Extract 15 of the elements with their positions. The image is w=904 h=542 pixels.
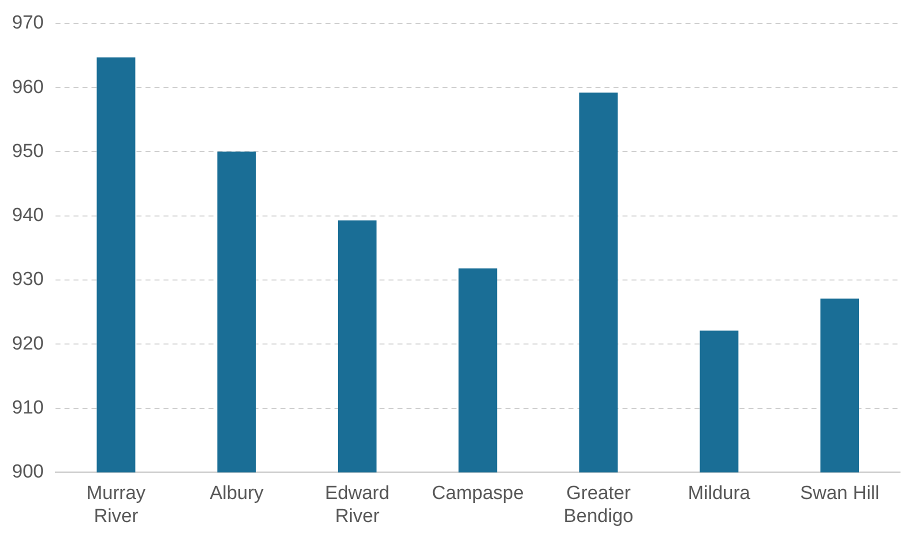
y-tick-label: 950 bbox=[12, 140, 44, 162]
x-tick-label: Albury bbox=[210, 483, 264, 504]
x-tick-label: Campaspe bbox=[432, 483, 524, 504]
y-tick-label: 930 bbox=[12, 269, 44, 290]
y-tick-label: 960 bbox=[12, 76, 44, 98]
x-tick-label: Mildura bbox=[688, 483, 751, 504]
y-tick-label: 970 bbox=[12, 12, 44, 34]
y-tick-label: 900 bbox=[12, 462, 44, 483]
x-tick-label: Murray River bbox=[86, 483, 146, 527]
y-tick-label: 940 bbox=[12, 205, 44, 226]
x-tick-label: Greater Bendigo bbox=[564, 483, 634, 527]
x-tick-label: Edward River bbox=[325, 483, 390, 527]
y-tick-label: 910 bbox=[12, 397, 44, 418]
x-tick-label: Swan Hill bbox=[800, 483, 880, 504]
y-tick-label: 920 bbox=[12, 333, 44, 354]
